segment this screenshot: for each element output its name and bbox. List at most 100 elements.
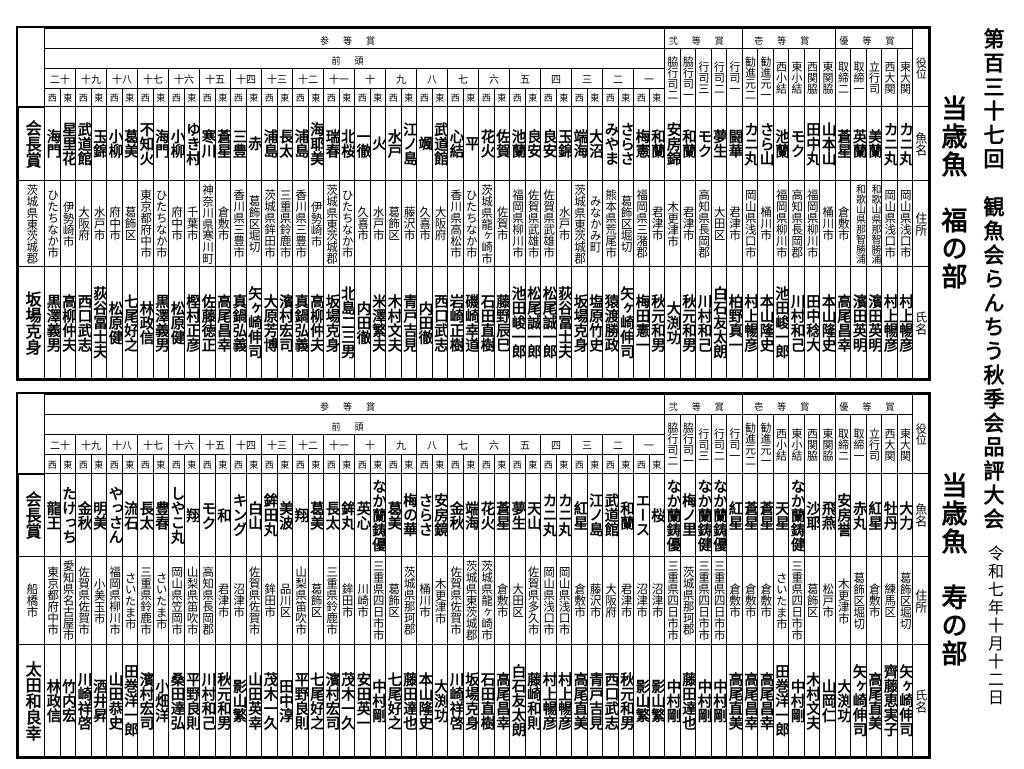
maegashira-owner: 西口武志 [75, 293, 92, 352]
sanyaku-address-cell: 倉敷市 [741, 556, 759, 645]
side-west: 西 [354, 88, 371, 107]
sanyaku-owner: 高尾直美 [726, 671, 743, 730]
sanyaku-fish-cell: カニ丸 [881, 106, 898, 181]
maegashira-west-fish-cell: 池蘭 [509, 106, 526, 181]
sanyaku-owner-cell: 濱田英明 [865, 266, 883, 379]
sanyaku-owner: 村上暢彦 [881, 293, 898, 352]
maegashira-west-fish-cell: 端海 [571, 106, 588, 181]
sanyaku-owner-cell: 本山隆史 [757, 266, 774, 379]
maegashira-east-fish-cell: 桜 [648, 473, 665, 557]
maegashira-west-owner-cell: 大原芳博 [261, 266, 278, 379]
maegashira-rank: 九 [385, 68, 418, 89]
maegashira-east-address-cell: 佐賀県佐賀市 [245, 556, 262, 645]
maegashira-fish: 梅の華 [401, 493, 417, 537]
maegashira-address: 品川区 [278, 583, 293, 618]
maegashira-owner: 松原健 [168, 300, 185, 345]
sanyaku-address-cell: 高知県長岡郡 [788, 180, 805, 267]
maegashira-address: 三重県鈴鹿市 [278, 189, 293, 258]
side-east: 東 [90, 88, 107, 107]
maegashira-west-address-cell: 神奈川県寒川町 [199, 180, 216, 267]
sanyaku-address-cell: 君津市 [679, 180, 697, 267]
maegashira-header: 前頭 [43, 48, 666, 69]
maegashira-east-owner-cell: 村上暢彦 [555, 644, 572, 757]
chairman-prize-address: 茨城県東茨城郡 [25, 183, 40, 264]
role-header: 役位 [912, 28, 930, 107]
sanyaku-fish: 和蘭 [680, 129, 696, 158]
maegashira-west-address-cell: 府中市 [106, 180, 123, 267]
maegashira-east-fish-cell: 武道館 [431, 106, 448, 181]
maegashira-west-address-cell: 大阪府 [75, 180, 92, 267]
side-east: 東 [307, 454, 324, 474]
maegashira-owner: 村上暢彦 [556, 671, 572, 730]
rank-header: 脇行司一 [679, 414, 697, 474]
maegashira-east-owner-cell: 高尾昌幸 [493, 644, 510, 757]
maegashira-address: 鉾田市 [340, 583, 355, 618]
sanyaku-owner-cell: 田中稔大 [803, 266, 821, 379]
maegashira-owner: 白石友太朗 [509, 664, 526, 737]
sanyaku-fish-cell: なか蘭鋳健 [695, 473, 712, 557]
rank-header: 取締二 [834, 48, 852, 107]
maegashira-west-owner-cell: 川崎祥啓 [75, 644, 92, 757]
sanyaku-owner-cell: 村上暢彦 [896, 266, 914, 379]
sanyaku-fish: なか蘭鋳優 [664, 478, 681, 552]
maegashira-address: 川崎市 [356, 583, 371, 618]
side-east: 東 [648, 454, 665, 474]
maegashira-east-fish-cell: 火 [369, 106, 386, 181]
sanyaku-owner: 柏野真一 [726, 293, 743, 352]
maegashira-address: 香川県三豊市 [232, 189, 247, 258]
rank-label: 勧進元一 [758, 55, 772, 100]
sanyaku-address: 倉敷市 [867, 583, 882, 618]
sanyaku-address-cell: 君津市 [726, 180, 743, 267]
maegashira-fish: 夢生 [509, 500, 526, 530]
prize-group-header: 壱等賞 [741, 28, 836, 49]
maegashira-address: 伊勢崎市 [61, 200, 76, 247]
sanyaku-owner: 齊藤恵実子 [881, 664, 898, 737]
rank-label: 西大関 [882, 61, 896, 94]
maegashira-address: 高知県長岡郡 [201, 566, 216, 635]
maegashira-fish: 颯 [416, 136, 433, 151]
side-west: 西 [168, 454, 185, 474]
maegashira-west-address-cell: 香川県高松市 [447, 180, 464, 267]
sanyaku-address: 君津市 [728, 206, 743, 241]
maegashira-west-fish-cell: カニ丸 [540, 473, 557, 557]
side-east: 東 [400, 454, 417, 474]
rank-label: 立行司 [867, 61, 881, 94]
maegashira-fish: 蒼星 [494, 500, 510, 530]
sanyaku-address-cell: 木更津市 [834, 556, 852, 645]
maegashira-west-owner-cell: 茂木一久 [261, 644, 278, 757]
side-east: 東 [555, 454, 572, 474]
maegashira-east-owner-cell: 高柳仲夫 [59, 266, 76, 379]
maegashira-west-address-cell: 佐賀県武雄市 [540, 180, 557, 267]
maegashira-address: 神奈川県寒川町 [201, 183, 216, 264]
sanyaku-fish: 紅星 [726, 500, 743, 530]
maegashira-west-address-cell: 茨城県鉾田市 [261, 180, 278, 267]
maegashira-rank: 五 [509, 68, 542, 89]
maegashira-address: 藤沢市 [402, 206, 417, 241]
address-label: 住所 [913, 211, 928, 236]
side-east: 東 [555, 88, 572, 107]
maegashira-owner: 田中淳 [277, 678, 293, 723]
maegashira-rank: 二十 [43, 68, 77, 89]
maegashira-rank: 十八 [106, 434, 139, 455]
sanyaku-owner-cell: 中村剛 [695, 644, 712, 757]
maegashira-address: 葛飾区 [309, 583, 324, 618]
maegashira-west-address-cell: 倉敷市 [571, 556, 588, 645]
address-label: 住所 [913, 588, 928, 613]
maegashira-address: 大阪府 [604, 583, 619, 618]
maegashira-owner: 内田徹 [354, 300, 371, 345]
maegashira-west-owner-cell: 林政信 [137, 266, 154, 379]
rank-header: 取締一 [850, 48, 867, 107]
side-east: 東 [493, 88, 510, 107]
maegashira-owner: 藤田達也 [401, 671, 417, 730]
maegashira-address: 三重県四日市市 [371, 560, 386, 641]
sanyaku-fish-cell: カニ丸 [896, 106, 914, 181]
maegashira-east-owner-cell: 荻谷冨士夫 [555, 266, 572, 379]
sanyaku-owner-cell: 柏野真一 [726, 266, 743, 379]
sanyaku-address: 高知県長岡郡 [790, 189, 805, 258]
maegashira-fish: やっさん [106, 486, 123, 544]
maegashira-west-fish-cell: 浦島 [261, 106, 278, 181]
maegashira-west-fish-cell: エース [633, 473, 650, 557]
maegashira-east-address-cell: 君津市 [617, 556, 634, 645]
maegashira-rank: 二 [602, 68, 635, 89]
maegashira-fish: 葛美 [122, 129, 138, 158]
